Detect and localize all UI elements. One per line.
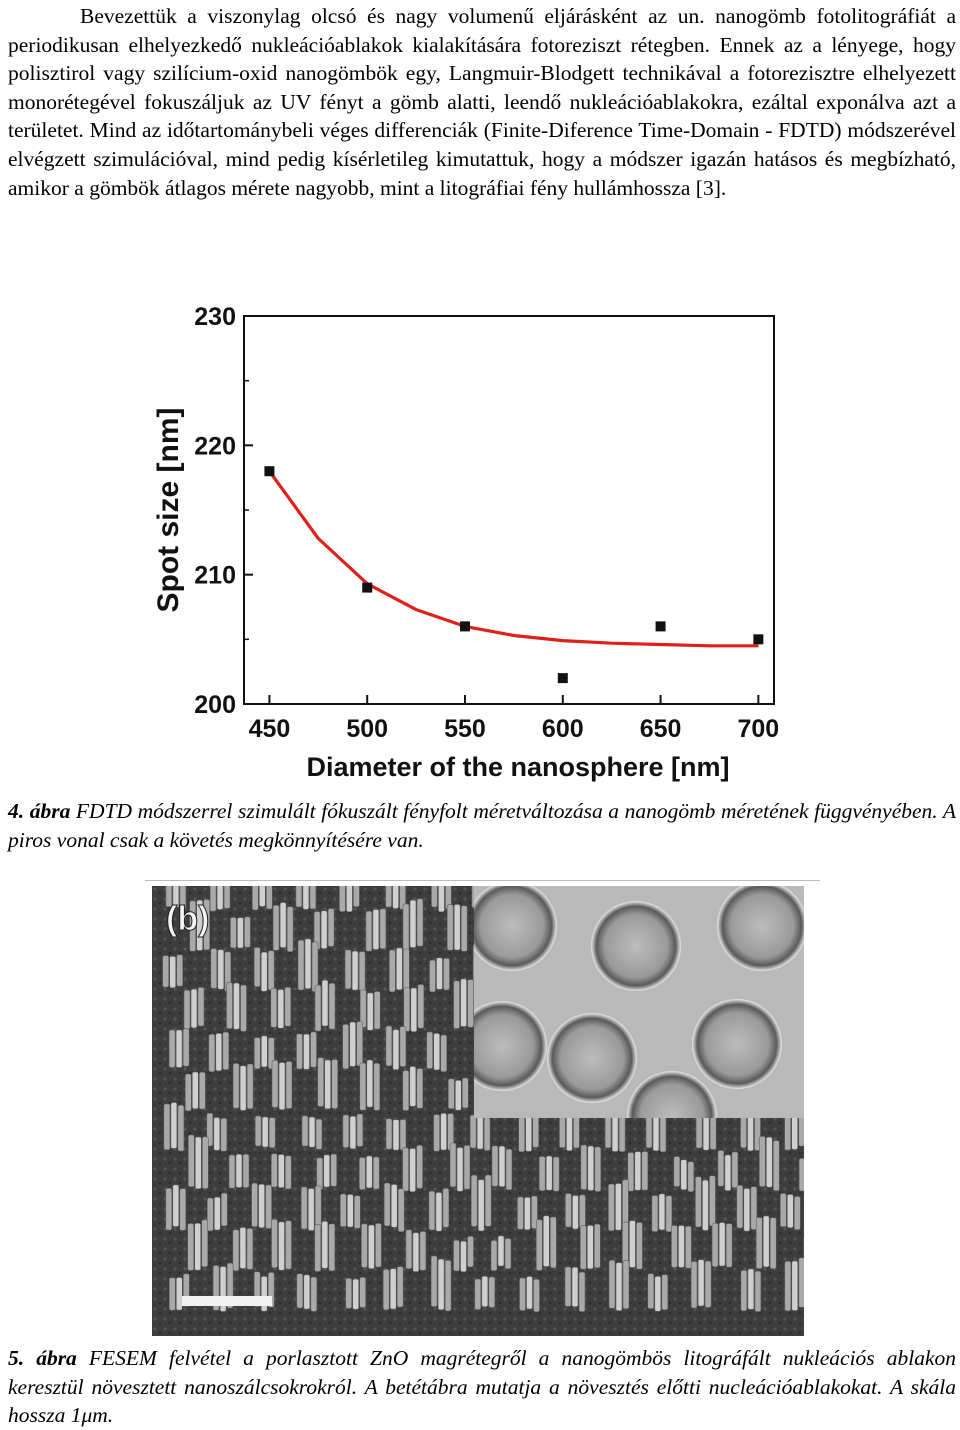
panel-label: (b) <box>166 900 209 938</box>
spot-size-chart: 200 210 220 230 450 500 550 600 650 700 Diameter… <box>152 303 780 782</box>
nucleation-window <box>591 901 681 991</box>
figure-divider <box>145 880 820 881</box>
y-tick-label: 220 <box>194 432 236 460</box>
data-point <box>655 621 666 632</box>
data-markers <box>264 466 764 684</box>
y-axis-label: Spot size [nm] <box>152 407 185 612</box>
data-point <box>264 466 275 477</box>
plot-frame <box>243 315 775 705</box>
figure-5-text: FESEM felvétel a porlasztott ZnO magréte… <box>8 1346 957 1428</box>
figure-4-text: FDTD módszerrel szimulált fókuszált fény… <box>8 799 956 852</box>
y-tick-label: 210 <box>194 562 236 590</box>
data-point <box>557 673 568 684</box>
nucleation-window <box>474 886 557 971</box>
y-tick-label: 230 <box>194 303 236 331</box>
x-tick-label: 650 <box>640 715 682 743</box>
nucleation-window <box>627 1071 717 1118</box>
x-tick-labels: 450 500 550 600 650 700 <box>249 715 780 743</box>
nucleation-window <box>692 999 782 1089</box>
figure-4-caption: 4. ábra FDTD módszerrel szimulált fókusz… <box>8 797 956 854</box>
x-tick-label: 450 <box>249 715 291 743</box>
nucleation-window <box>717 886 804 971</box>
scale-bar <box>182 1296 272 1306</box>
x-tick-label: 600 <box>542 715 584 743</box>
axis-ticks <box>244 315 760 705</box>
body-paragraph: Bevezettük a viszonylag olcsó és nagy vo… <box>8 2 956 202</box>
data-point <box>362 582 373 593</box>
inset-nucleation-windows <box>474 886 804 1118</box>
body-text: Bevezettük a viszonylag olcsó és nagy vo… <box>8 4 956 200</box>
fesem-image: (b) <box>152 886 804 1336</box>
figure-5-caption: 5. ábra FESEM felvétel a porlasztott ZnO… <box>8 1344 956 1430</box>
data-point <box>459 621 470 632</box>
data-point <box>753 634 764 645</box>
figure-4-number: 4. ábra <box>8 799 71 823</box>
nucleation-window <box>547 1013 637 1103</box>
figure-5-number: 5. ábra <box>8 1346 77 1370</box>
nucleation-window <box>474 1001 547 1091</box>
x-axis-label: Diameter of the nanosphere [nm] <box>306 752 729 782</box>
fit-curve <box>268 470 759 648</box>
x-tick-label: 700 <box>737 715 779 743</box>
y-tick-labels: 200 210 220 230 <box>194 303 236 719</box>
y-tick-label: 200 <box>194 691 236 719</box>
x-tick-label: 500 <box>346 715 388 743</box>
x-tick-label: 550 <box>444 715 486 743</box>
